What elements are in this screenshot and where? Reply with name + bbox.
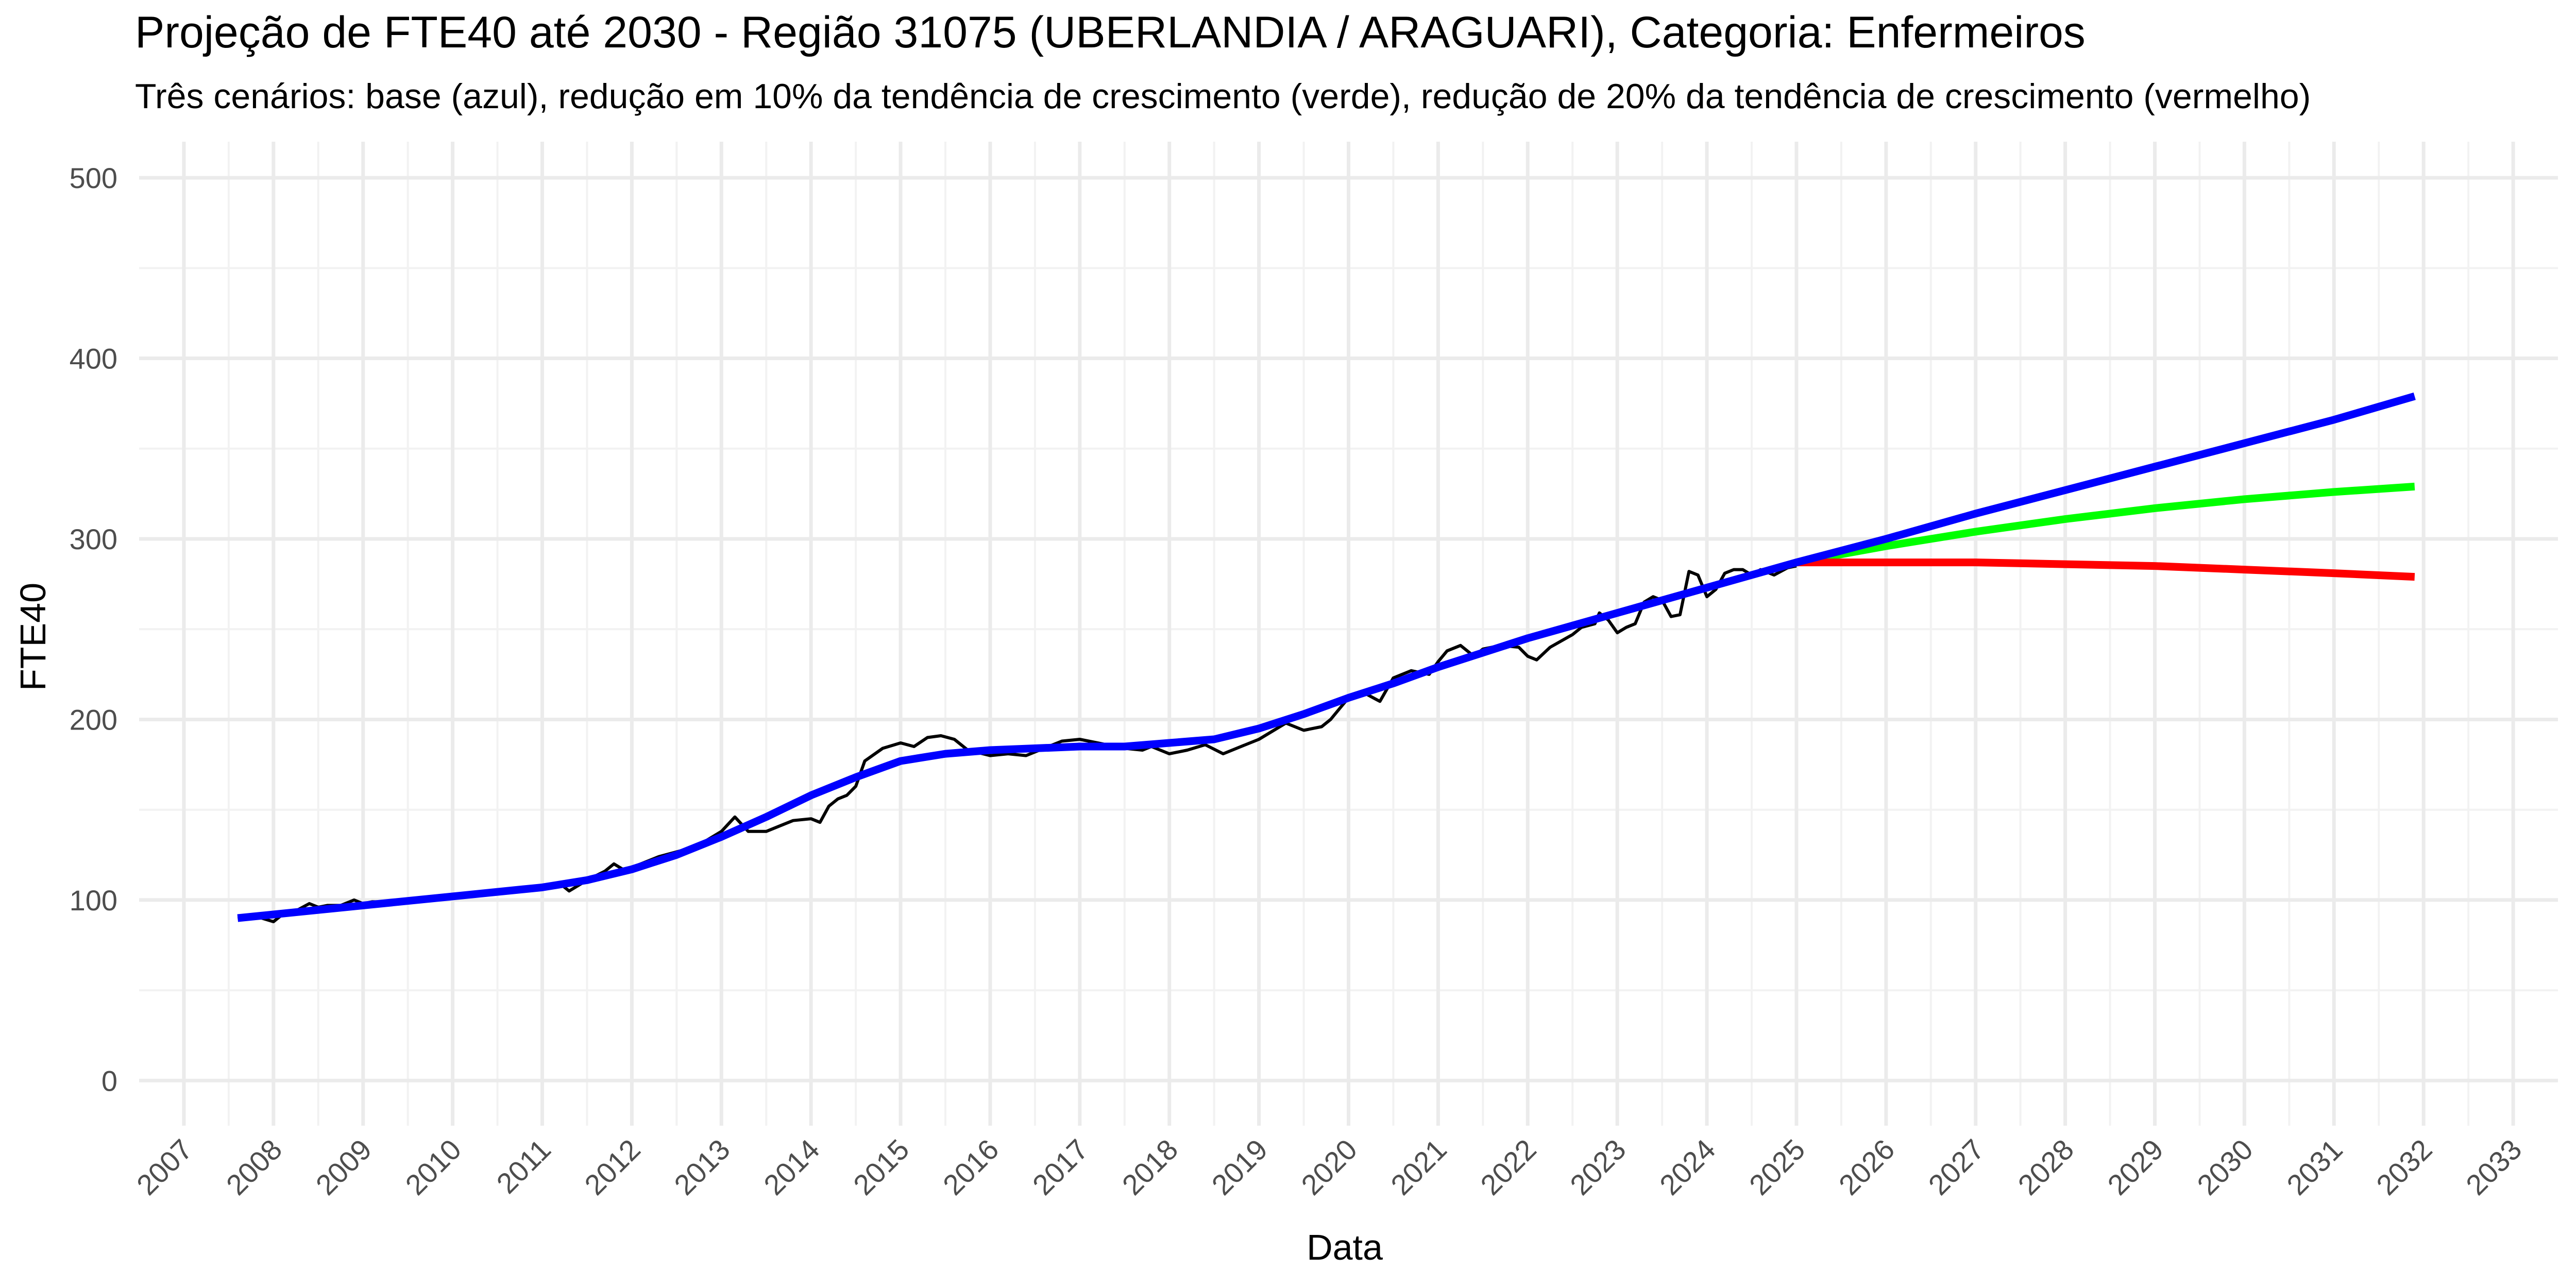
series-minus10-line [1795,482,2415,566]
y-tick-label: 0 [101,1064,117,1097]
y-tick-label: 500 [70,162,117,194]
series-minus20-line [1796,558,2415,581]
y-tick-label: 200 [70,703,117,736]
y-tick-labels: 0 100 200 300 400 500 [70,162,117,1097]
chart-subtitle: Três cenários: base (azul), redução em 1… [135,77,2311,116]
series-base-line [237,392,2416,922]
grid-major [139,142,2558,1126]
y-tick-label: 100 [70,884,117,917]
y-axis-title: FTE40 [13,583,53,691]
y-tick-label: 300 [70,523,117,555]
chart-title: Projeção de FTE40 até 2030 - Região 3107… [135,8,2086,57]
y-tick-label: 400 [70,343,117,375]
series-layer [237,392,2416,923]
x-axis-title: Data [1307,1227,1383,1267]
